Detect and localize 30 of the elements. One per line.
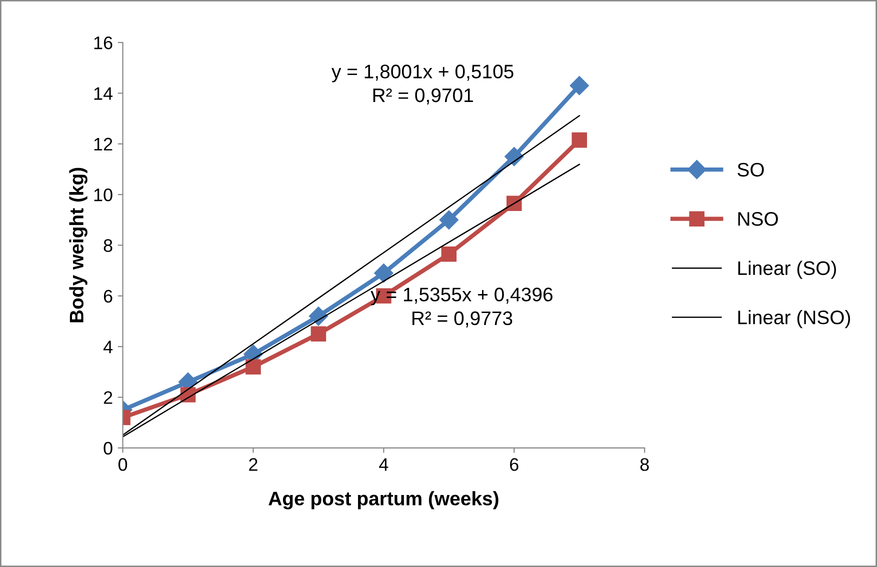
y-axis-title: Body weight (kg) bbox=[69, 168, 88, 322]
y-tick-label: 8 bbox=[104, 239, 112, 252]
x-tick-label: 4 bbox=[379, 458, 388, 471]
point bbox=[570, 76, 589, 96]
x-tick-label: 8 bbox=[640, 458, 649, 471]
point bbox=[246, 359, 261, 374]
x-tick-label: 2 bbox=[249, 458, 258, 471]
point bbox=[504, 147, 524, 166]
point bbox=[310, 326, 326, 342]
point bbox=[374, 264, 394, 283]
y-tick-label: 14 bbox=[94, 87, 113, 100]
x-axis-title: Age post partum (weeks) bbox=[268, 491, 498, 510]
y-tick-label: 6 bbox=[104, 290, 112, 303]
y-tick-label: 12 bbox=[94, 138, 112, 150]
y-tick-label: 4 bbox=[103, 340, 113, 354]
point bbox=[572, 132, 588, 148]
point bbox=[439, 210, 458, 230]
annotation: y = 1,5355x + 0,4396 R² = 0,9773 bbox=[370, 288, 552, 328]
y-tick-label: 16 bbox=[94, 36, 112, 50]
y-tick-label: 0 bbox=[104, 442, 112, 455]
legend-label: SO bbox=[738, 162, 764, 177]
x-tick-label: 0 bbox=[118, 458, 128, 471]
annotation: y = 1,8001x + 0,5105 R² = 0,9701 bbox=[332, 64, 514, 104]
legend-label: Linear (NSO) bbox=[738, 310, 850, 328]
legend-label: Linear (SO) bbox=[738, 260, 836, 279]
x-tick-label: 6 bbox=[510, 458, 518, 471]
y-tick-label: 10 bbox=[94, 188, 112, 202]
legend-label: NSO bbox=[738, 212, 778, 226]
point bbox=[441, 246, 457, 262]
y-tick-label: 2 bbox=[104, 391, 112, 404]
